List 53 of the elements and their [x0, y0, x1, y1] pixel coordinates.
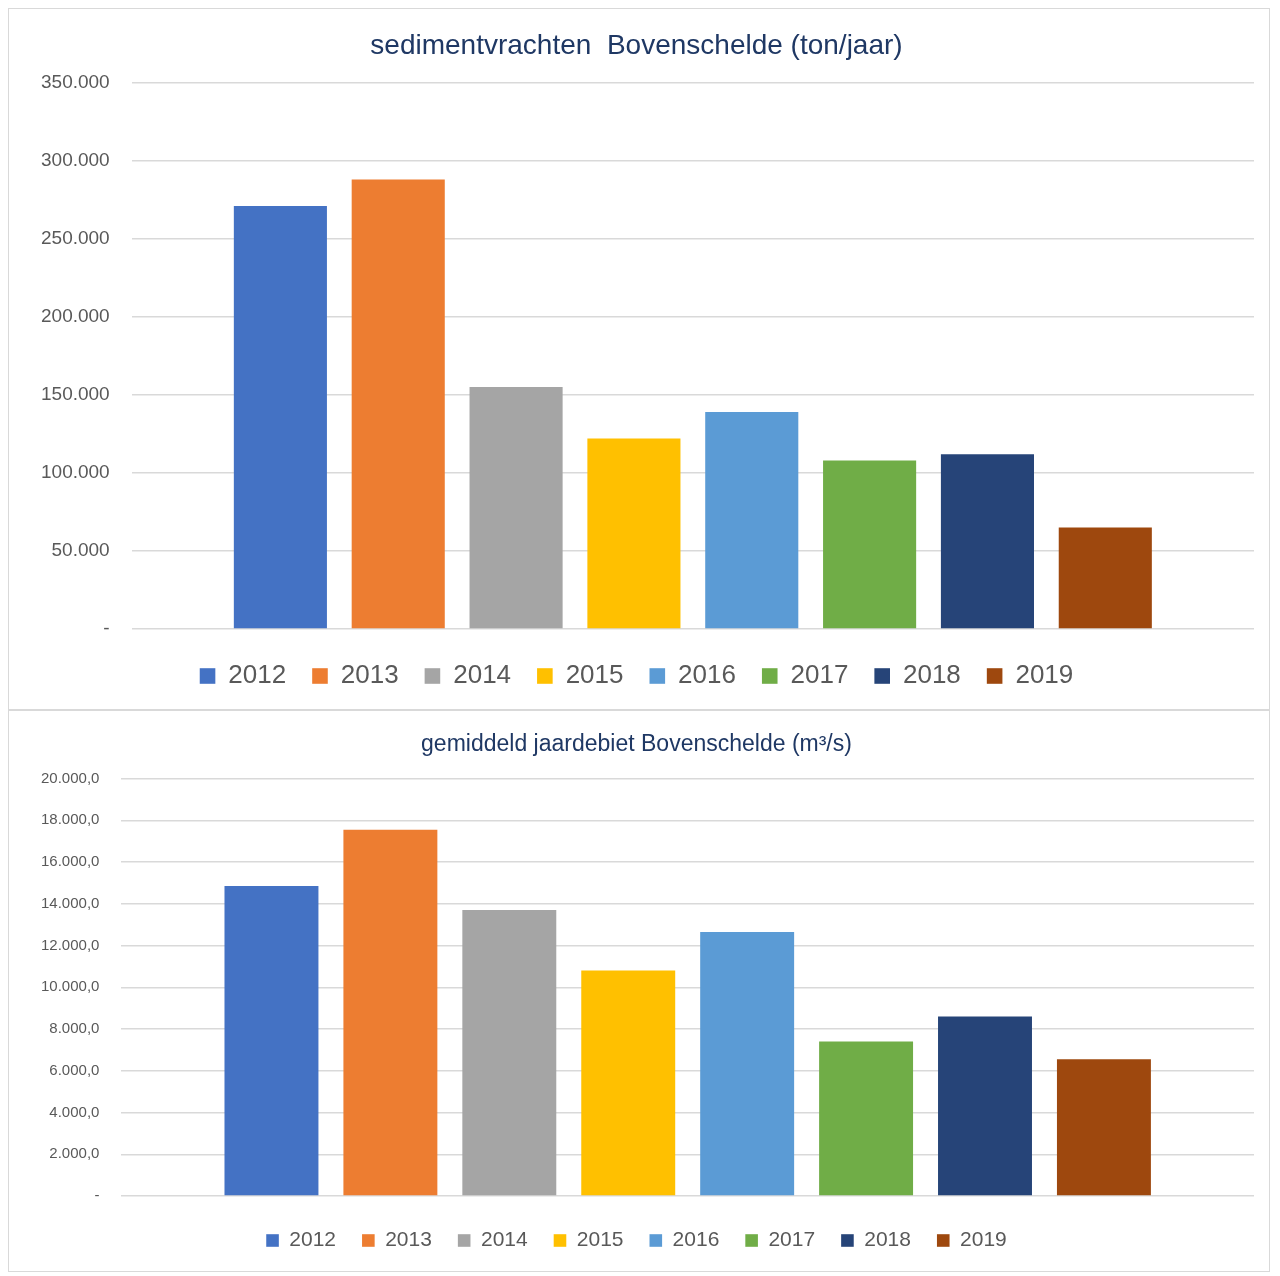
legend-label: 2019 — [960, 1227, 1007, 1251]
legend-label: 2018 — [902, 659, 961, 690]
y-tick-label: 8.000,0 — [49, 1019, 100, 1037]
y-tick-label: - — [103, 617, 110, 639]
y-tick-label: 14.000,0 — [41, 893, 100, 911]
y-tick-label: 300.000 — [40, 148, 110, 170]
y-tick-label: 2.000,0 — [49, 1144, 100, 1162]
bar — [705, 412, 799, 629]
y-tick-label: 200.000 — [40, 305, 110, 327]
y-tick-label: - — [94, 1186, 100, 1204]
legend-label: 2015 — [565, 659, 624, 690]
y-tick-label: 150.000 — [40, 383, 110, 405]
y-tick-label: 250.000 — [40, 226, 110, 248]
chart-title: sedimentvrachten Bovenschelde (ton/jaar) — [370, 28, 903, 60]
bar — [351, 179, 445, 629]
bar — [469, 387, 563, 629]
bar — [940, 454, 1034, 629]
bar — [233, 205, 327, 629]
legend-label: 2014 — [453, 659, 512, 690]
y-tick-label: 350.000 — [40, 70, 110, 92]
bar — [1056, 1059, 1151, 1196]
y-tick-label: 4.000,0 — [49, 1102, 100, 1120]
bar — [1058, 527, 1152, 629]
legend-label: 2019 — [1015, 659, 1074, 690]
y-tick-label: 18.000,0 — [41, 810, 100, 828]
bar — [823, 460, 917, 629]
y-tick-label: 16.000,0 — [41, 852, 100, 870]
legend-label: 2017 — [790, 659, 849, 690]
legend-label: 2016 — [678, 659, 736, 690]
legend-label: 2012 — [228, 659, 287, 690]
legend-label: 2014 — [480, 1227, 528, 1251]
bar — [819, 1041, 914, 1196]
y-tick-label: 20.000,0 — [41, 768, 100, 786]
bar — [581, 970, 676, 1196]
y-tick-label: 6.000,0 — [49, 1060, 100, 1078]
legend-label: 2018 — [864, 1227, 911, 1251]
chart-title: gemiddeld jaardebiet Bovenschelde (m³/s) — [421, 730, 852, 757]
legend-label: 2013 — [385, 1227, 432, 1251]
bar — [938, 1016, 1032, 1196]
bar — [462, 910, 557, 1196]
bar — [587, 438, 681, 629]
legend-label: 2012 — [289, 1227, 337, 1251]
legend-label: 2017 — [768, 1227, 816, 1251]
y-tick-label: 100.000 — [40, 461, 110, 483]
y-tick-label: 50.000 — [51, 539, 110, 561]
legend-label: 2016 — [672, 1227, 720, 1251]
bar — [224, 886, 319, 1196]
legend-label: 2015 — [576, 1227, 624, 1251]
bar — [700, 932, 795, 1196]
y-tick-label: 12.000,0 — [41, 935, 100, 953]
legend-label: 2013 — [340, 659, 399, 690]
bar — [343, 829, 438, 1196]
y-tick-label: 10.000,0 — [41, 977, 100, 995]
